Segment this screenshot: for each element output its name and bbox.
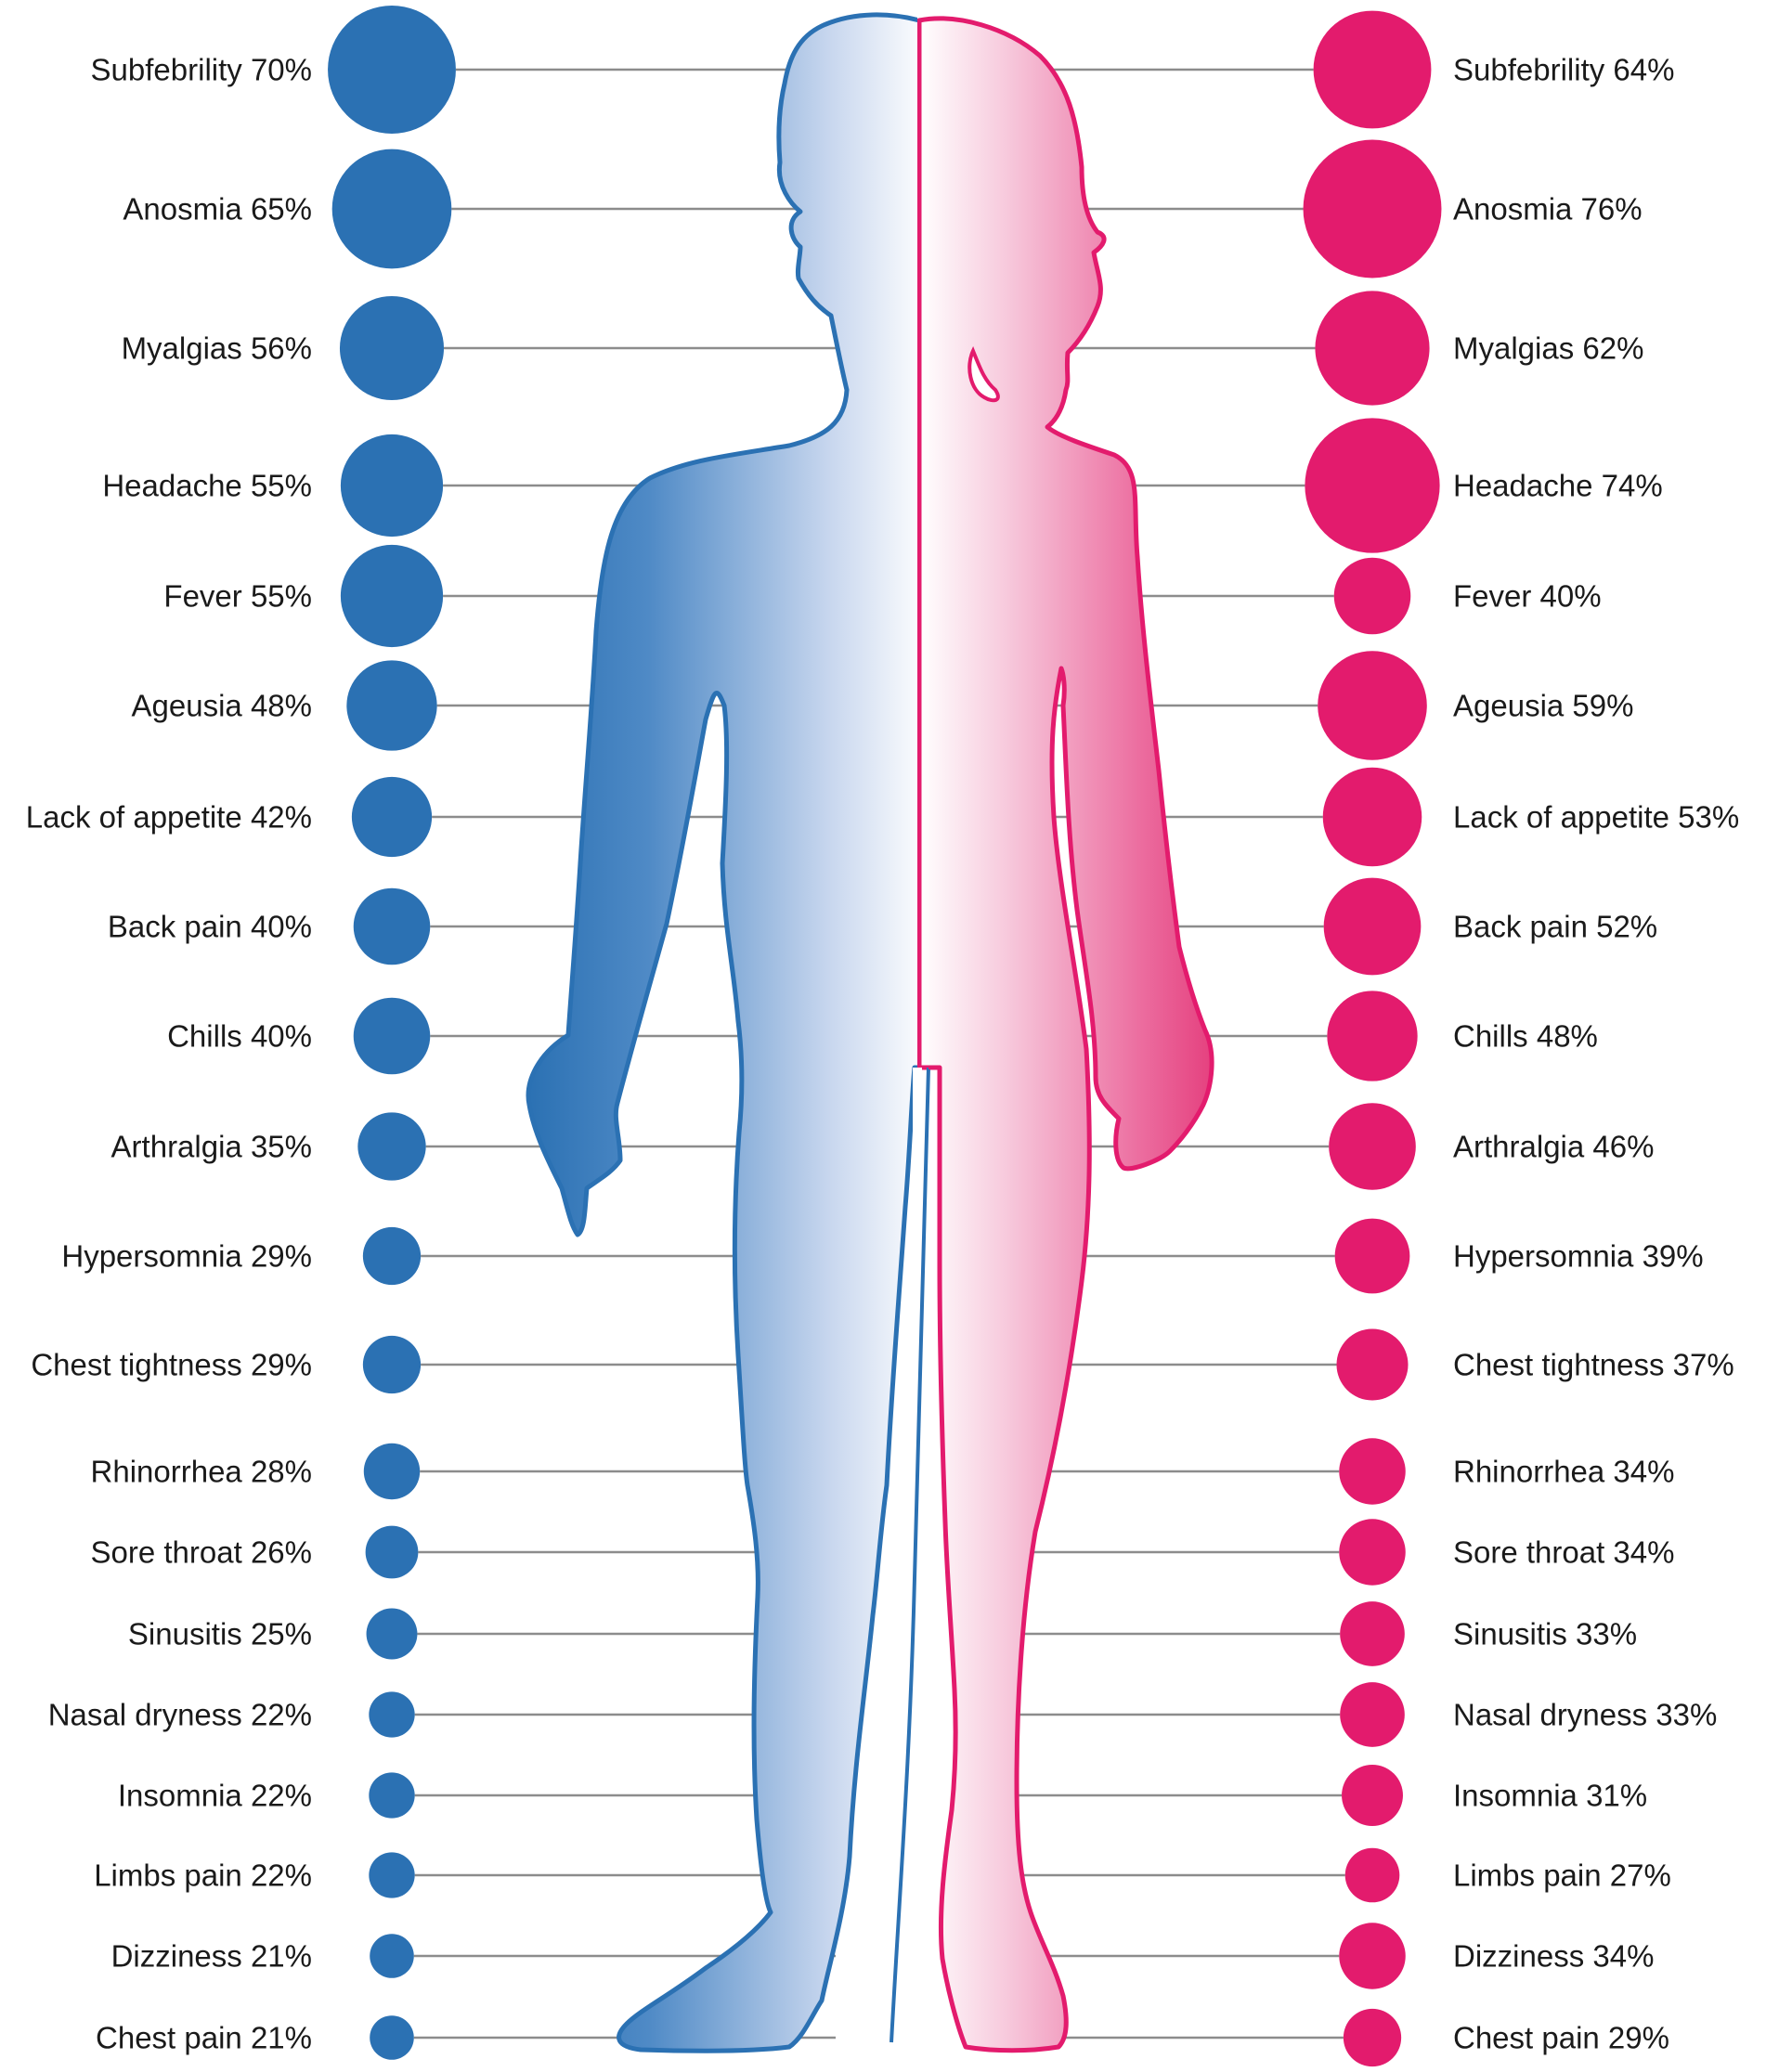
right-bubble xyxy=(1327,991,1418,1081)
right-bubble xyxy=(1329,1103,1416,1190)
left-bubble xyxy=(353,997,431,1075)
silhouette-left-half xyxy=(526,12,917,2053)
left-bubble xyxy=(362,1226,422,1286)
left-bubble xyxy=(346,660,437,751)
silhouette-left-fill xyxy=(526,12,917,2053)
left-bubble-label: Sore throat 26% xyxy=(91,1535,312,1570)
left-bubble-label: Lack of appetite 42% xyxy=(26,800,312,835)
right-bubble-label: Sore throat 34% xyxy=(1453,1535,1674,1570)
silhouette-right-fill xyxy=(917,16,1214,2053)
left-bubble xyxy=(369,1691,415,1738)
right-series-bubbles xyxy=(1303,10,1442,2067)
left-bubble xyxy=(357,1112,426,1181)
left-bubble-label: Limbs pain 22% xyxy=(94,1858,312,1893)
left-bubble-label: Hypersomnia 29% xyxy=(61,1239,312,1274)
left-bubble-label: Ageusia 48% xyxy=(132,689,312,723)
left-bubble xyxy=(340,544,444,648)
right-bubble xyxy=(1303,139,1442,278)
left-bubble xyxy=(339,295,445,401)
left-bubble xyxy=(351,776,433,858)
right-bubble xyxy=(1336,1328,1409,1401)
left-bubble xyxy=(362,1335,422,1394)
silhouette-inner-leg-left xyxy=(889,1067,930,2043)
right-bubble-label: Sinusitis 33% xyxy=(1453,1617,1637,1651)
left-bubble-label: Chills 40% xyxy=(167,1019,312,1054)
right-bubble xyxy=(1315,291,1430,406)
left-bubble xyxy=(370,1934,414,1978)
right-bubble xyxy=(1340,1601,1405,1666)
right-bubble xyxy=(1322,767,1422,867)
right-bubble xyxy=(1342,1765,1403,1826)
silhouette-ear xyxy=(967,346,1000,403)
right-bubble xyxy=(1334,1218,1410,1294)
right-bubble-label: Ageusia 59% xyxy=(1453,689,1633,723)
right-bubble-label: Headache 74% xyxy=(1453,469,1663,503)
right-bubble xyxy=(1323,877,1422,976)
right-bubble-label: Hypersomnia 39% xyxy=(1453,1239,1704,1274)
right-bubble xyxy=(1305,418,1440,553)
left-bubble-label: Dizziness 21% xyxy=(111,1939,312,1974)
right-bubble-label: Fever 40% xyxy=(1453,579,1602,614)
left-series-labels: Subfebrility 70% Anosmia 65% Myalgias 56% H… xyxy=(26,53,312,2055)
left-bubble xyxy=(369,1772,415,1819)
left-bubble-label: Myalgias 56% xyxy=(122,331,312,366)
left-bubble-label: Subfebrility 70% xyxy=(91,53,312,87)
child-silhouette xyxy=(526,12,1214,2053)
left-bubble xyxy=(353,887,431,965)
left-bubble-label: Rhinorrhea 28% xyxy=(91,1455,312,1489)
left-bubble-label: Insomnia 22% xyxy=(118,1779,312,1813)
right-bubble-label: Dizziness 34% xyxy=(1453,1939,1654,1974)
left-bubble-label: Arthralgia 35% xyxy=(111,1130,312,1164)
left-bubble-label: Anosmia 65% xyxy=(123,192,312,227)
right-bubble xyxy=(1339,1923,1406,1989)
left-bubble xyxy=(369,1852,415,1898)
left-bubble-label: Nasal dryness 22% xyxy=(48,1698,312,1732)
right-bubble-label: Rhinorrhea 34% xyxy=(1453,1455,1674,1489)
right-bubble-label: Subfebrility 64% xyxy=(1453,53,1674,87)
left-bubble xyxy=(365,1525,419,1579)
right-bubble-label: Insomnia 31% xyxy=(1453,1779,1647,1813)
right-bubble xyxy=(1318,651,1427,760)
left-bubble-label: Headache 55% xyxy=(102,469,312,503)
right-bubble-label: Myalgias 62% xyxy=(1453,331,1643,366)
left-bubble xyxy=(340,434,444,537)
left-bubble xyxy=(370,2015,414,2060)
right-bubble-label: Chest pain 29% xyxy=(1453,2021,1669,2055)
left-bubble-label: Back pain 40% xyxy=(108,910,312,944)
left-bubble xyxy=(331,149,452,269)
right-bubble xyxy=(1343,2008,1402,2067)
right-bubble xyxy=(1339,1438,1406,1505)
right-bubble-label: Chills 48% xyxy=(1453,1019,1598,1054)
left-series-bubbles xyxy=(328,6,456,2060)
right-bubble xyxy=(1344,1847,1400,1903)
right-bubble-label: Lack of appetite 53% xyxy=(1453,800,1739,835)
right-bubble xyxy=(1313,10,1432,129)
left-bubble xyxy=(363,1443,421,1500)
right-bubble xyxy=(1339,1519,1406,1586)
left-bubble-label: Fever 55% xyxy=(163,579,312,614)
right-bubble-label: Nasal dryness 33% xyxy=(1453,1698,1717,1732)
right-bubble-label: Anosmia 76% xyxy=(1453,192,1643,227)
silhouette-right-half xyxy=(917,16,1214,2053)
right-bubble-label: Chest tightness 37% xyxy=(1453,1348,1734,1382)
left-bubble-label: Chest tightness 29% xyxy=(31,1348,312,1382)
left-bubble-label: Chest pain 21% xyxy=(96,2021,312,2055)
right-bubble-label: Limbs pain 27% xyxy=(1453,1858,1671,1893)
right-bubble-label: Back pain 52% xyxy=(1453,910,1657,944)
left-bubble xyxy=(328,6,456,134)
right-bubble xyxy=(1333,557,1411,635)
right-series-labels: Subfebrility 64% Anosmia 76% Myalgias 62% H… xyxy=(1453,53,1739,2055)
right-bubble-label: Arthralgia 46% xyxy=(1453,1130,1654,1164)
left-bubble xyxy=(366,1608,418,1660)
right-bubble xyxy=(1340,1682,1405,1747)
left-bubble-label: Sinusitis 25% xyxy=(128,1617,312,1651)
